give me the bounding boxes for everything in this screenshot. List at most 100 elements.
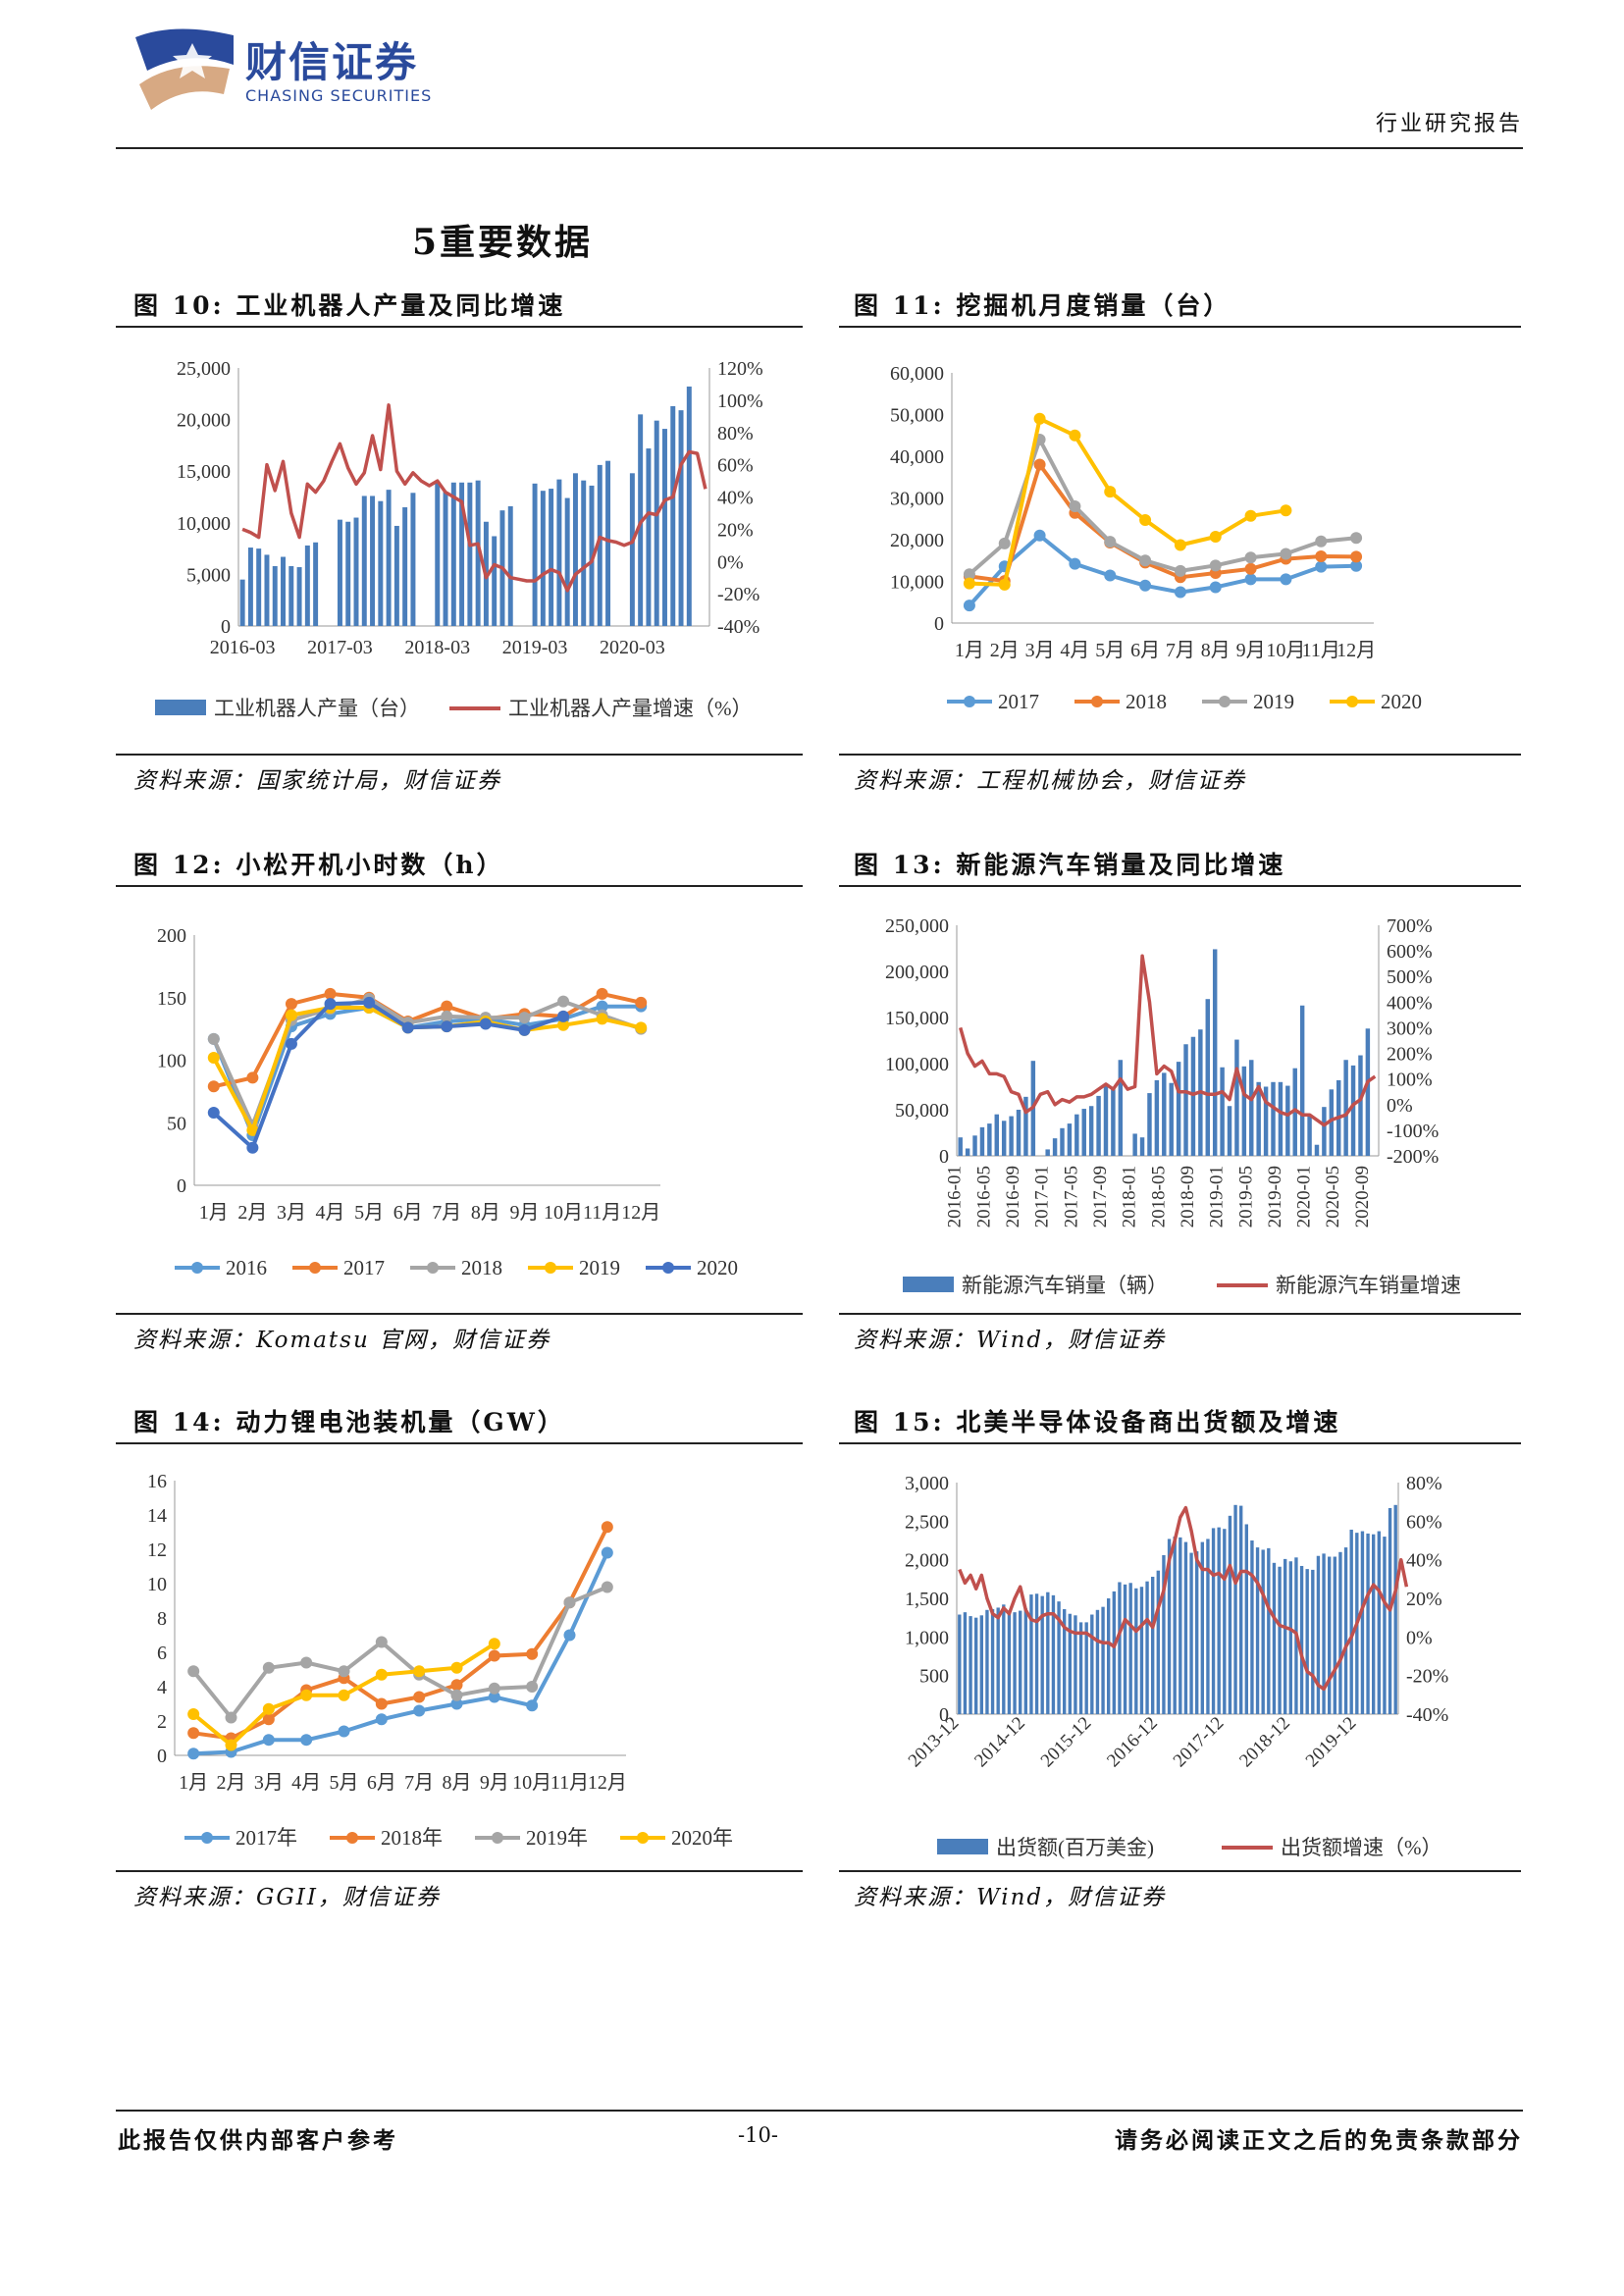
bar xyxy=(994,1114,999,1156)
data-point xyxy=(1139,554,1152,567)
x-tick-label: 2018-03 xyxy=(404,637,470,658)
bar xyxy=(281,556,286,626)
data-point xyxy=(1244,562,1257,575)
bar xyxy=(1095,1609,1100,1714)
page-number: -10- xyxy=(738,2123,778,2147)
bar xyxy=(475,480,481,626)
series-line xyxy=(212,1000,564,1150)
bar xyxy=(1023,1096,1028,1156)
bar xyxy=(979,1615,983,1714)
bar xyxy=(1285,1085,1290,1156)
bar xyxy=(1250,1540,1254,1714)
legend-marker xyxy=(492,1832,503,1844)
data-point xyxy=(375,1697,388,1710)
x-tick-label: 2019-09 xyxy=(1265,1166,1285,1227)
bar xyxy=(1132,1133,1137,1156)
bar xyxy=(1154,1079,1160,1156)
y-tick-label: 0 xyxy=(157,1746,167,1767)
bar xyxy=(1081,1109,1086,1156)
data-point xyxy=(401,1021,414,1034)
x-tick-label: 8月 xyxy=(443,1772,472,1794)
x-tick-label: 12月 xyxy=(1336,640,1376,661)
data-point xyxy=(1033,529,1046,542)
bar xyxy=(987,1123,992,1156)
x-tick-label: 11月 xyxy=(1302,640,1340,661)
data-point xyxy=(526,1647,539,1660)
y-tick-label: 0 xyxy=(939,1704,949,1726)
bar xyxy=(1272,1562,1277,1714)
x-tick-label: 2016-09 xyxy=(1003,1166,1023,1227)
growth-line xyxy=(958,1505,1409,1692)
bar xyxy=(1183,1541,1188,1714)
legend-label: 2018 xyxy=(461,1256,502,1279)
data-point xyxy=(1069,429,1081,442)
legend-label: 工业机器人产量（台） xyxy=(214,697,420,720)
bar xyxy=(1314,1144,1320,1156)
bar xyxy=(1328,1556,1332,1714)
footer-disclaimer-right: 请务必阅读正文之后的免责条款部分 xyxy=(1115,2127,1523,2154)
bar xyxy=(1078,1622,1083,1714)
bar xyxy=(1111,1089,1116,1156)
x-tick-label: 1月 xyxy=(179,1772,208,1794)
bar xyxy=(1167,1539,1172,1714)
bar xyxy=(1023,1608,1027,1714)
data-point xyxy=(324,998,337,1011)
data-point xyxy=(963,568,975,581)
bar xyxy=(1360,1531,1365,1714)
figure-caption: 图 12: 小松开机小时数（h） xyxy=(133,851,504,879)
chart-fig13: 250,000 200,000 150,000 100,000 50,000 0 700% 6… xyxy=(839,898,1521,1309)
bar xyxy=(678,410,684,626)
bar xyxy=(1217,1527,1221,1714)
data-point xyxy=(225,1739,237,1751)
y2-tick-label: 600% xyxy=(1387,941,1433,963)
bar xyxy=(1183,1044,1188,1156)
x-tick-label: 4月 xyxy=(316,1202,345,1224)
y-tick-label: 100 xyxy=(157,1051,186,1072)
series-line xyxy=(191,1585,608,1720)
y-tick-label: 6 xyxy=(157,1643,167,1664)
data-point xyxy=(601,1581,613,1593)
logo-name-en: CHASING SECURITIES xyxy=(245,86,433,105)
y-tick-label: 10 xyxy=(147,1574,167,1595)
x-tick-label: 2018-05 xyxy=(1148,1166,1169,1227)
bar xyxy=(1001,1121,1007,1156)
x-tick-label: 12月 xyxy=(621,1202,660,1224)
y-tick-label: 50,000 xyxy=(890,405,944,427)
x-tick-label: 2018-12 xyxy=(1235,1713,1294,1772)
y-tick-label: 0 xyxy=(934,613,944,635)
x-tick-label: 9月 xyxy=(480,1772,509,1794)
data-point xyxy=(413,1691,426,1703)
caption-rule xyxy=(116,885,803,887)
bar xyxy=(1239,1505,1243,1714)
y-tick-label: 60,000 xyxy=(890,363,944,385)
series-line xyxy=(968,533,1357,607)
legend-marker xyxy=(1219,696,1231,707)
data-point xyxy=(1315,550,1328,562)
bar xyxy=(564,497,570,626)
y-tick-label: 1,000 xyxy=(905,1627,949,1648)
bar xyxy=(1322,1553,1326,1714)
x-tick-label: 4月 xyxy=(291,1772,321,1794)
data-point xyxy=(246,1141,259,1154)
legend-label: 2017 xyxy=(998,690,1039,713)
bar xyxy=(1206,1539,1210,1714)
bar xyxy=(410,493,416,626)
data-point xyxy=(441,1000,453,1013)
bar xyxy=(1162,1072,1167,1156)
bar xyxy=(1189,1552,1193,1714)
bar xyxy=(1067,1123,1073,1156)
y2-tick-label: 80% xyxy=(717,423,754,444)
bar xyxy=(1084,1622,1088,1714)
chart-fig15: 3,000 2,500 2,000 1,500 1,000 500 0 80% 60% 40% 20… xyxy=(839,1455,1521,1866)
data-point xyxy=(441,1020,453,1033)
bar xyxy=(1107,1598,1111,1714)
bar xyxy=(1145,1581,1149,1714)
data-point xyxy=(300,1689,313,1701)
source-rule xyxy=(839,1870,1521,1872)
bar xyxy=(256,548,262,626)
report-type: 行业研究报告 xyxy=(1375,112,1523,136)
legend-label: 2020年 xyxy=(671,1826,733,1850)
series-line xyxy=(211,1004,642,1137)
bar xyxy=(1292,1068,1297,1156)
y2-tick-label: 60% xyxy=(1406,1511,1442,1533)
